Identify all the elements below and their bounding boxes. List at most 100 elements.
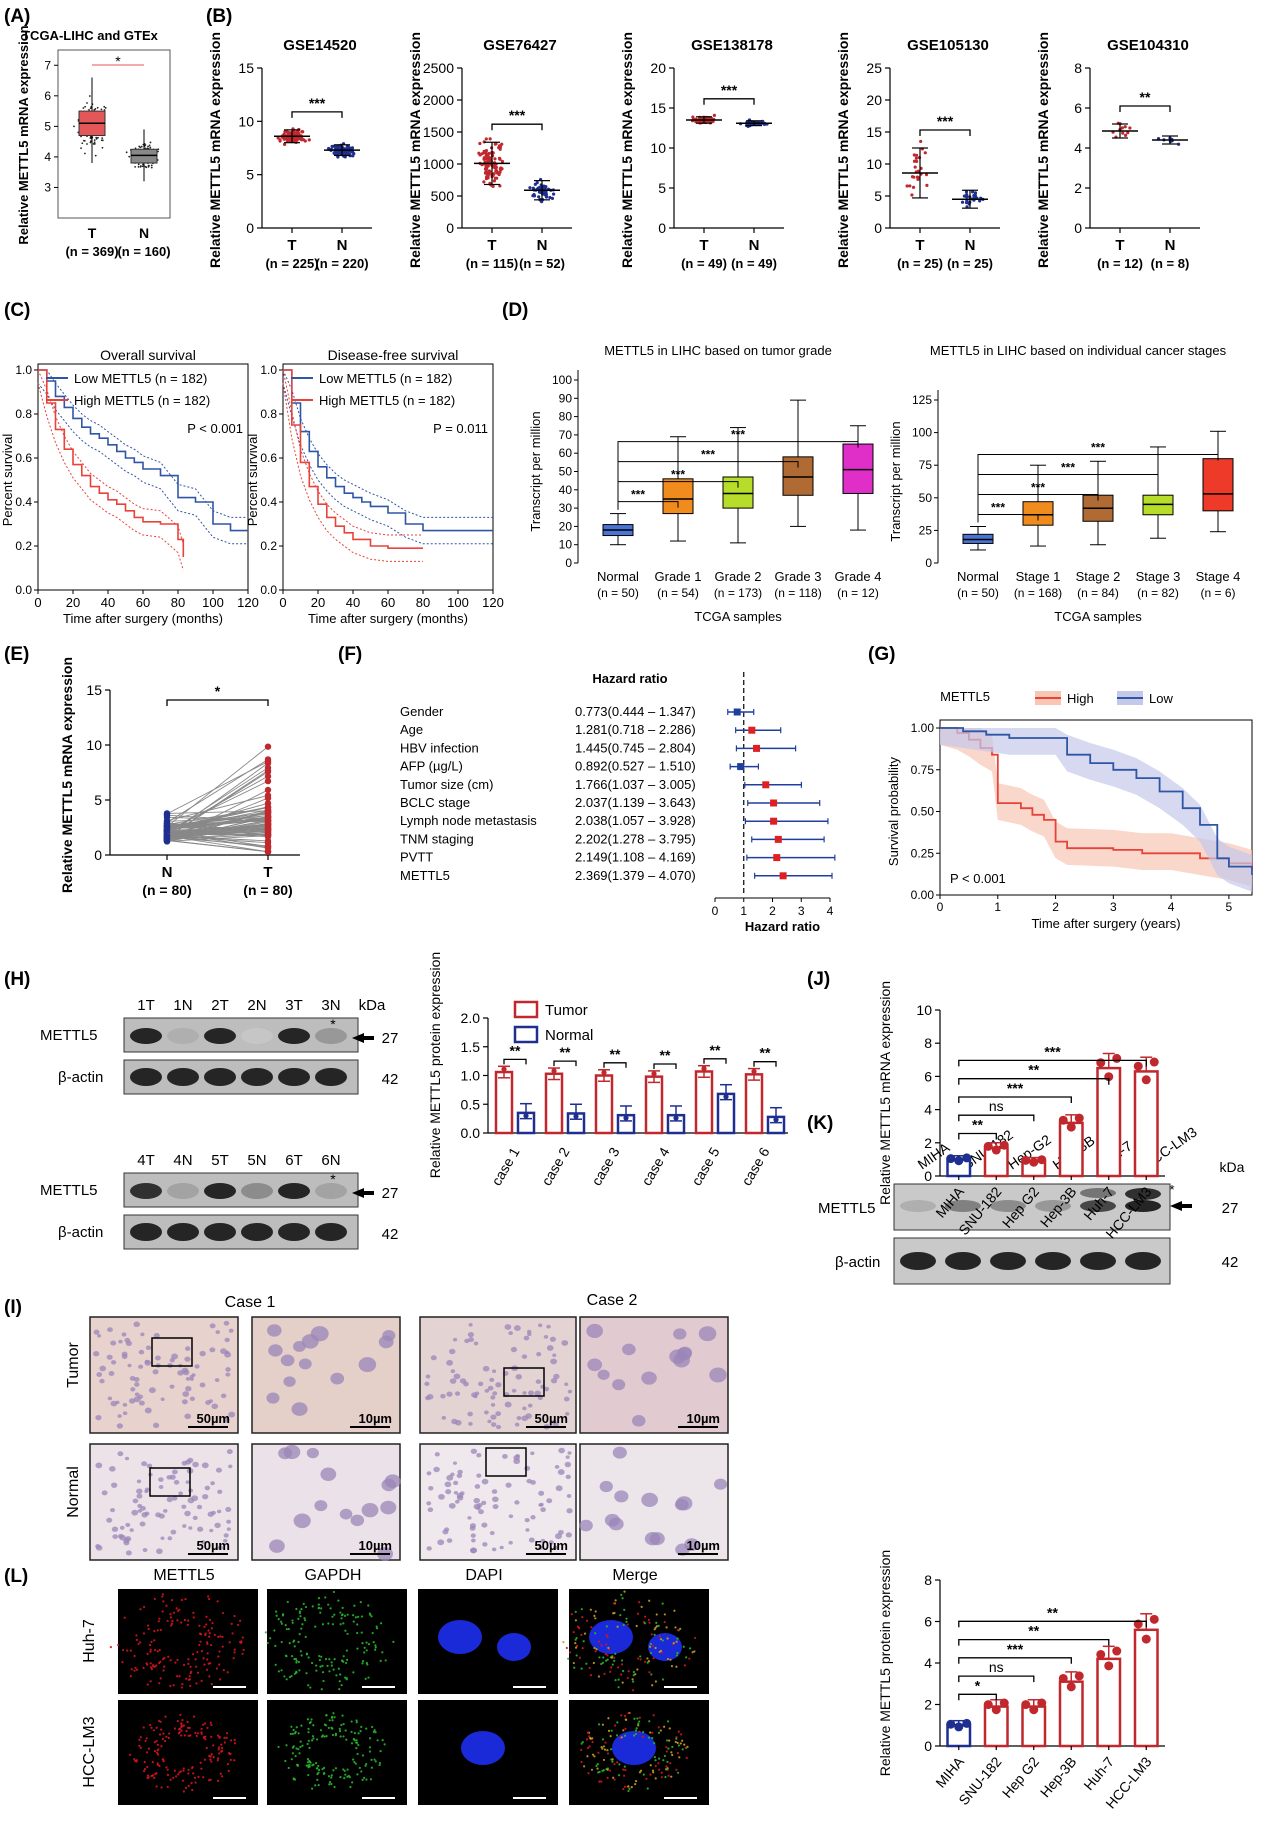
significance-bracket: [977, 454, 1219, 523]
blot-band: [241, 1068, 273, 1086]
x-category-label: N: [749, 237, 760, 254]
fluorescence-signal: [332, 1590, 336, 1594]
fluorescence-signal: [213, 1633, 216, 1636]
fluorescence-signal: [664, 1775, 667, 1779]
fluorescence-signal: [144, 1739, 147, 1742]
fluorescence-signal: [326, 1664, 329, 1667]
nucleus: [152, 1369, 159, 1375]
significance-label: ***: [1007, 1080, 1024, 1096]
nucleus: [134, 1382, 140, 1387]
data-point: [523, 1113, 529, 1119]
x-tick-label: 60: [136, 595, 150, 610]
fluorescence-signal: [342, 1768, 345, 1771]
plot-frame: [57, 49, 171, 219]
fluorescence-signal: [116, 1643, 120, 1647]
data-point: [551, 1068, 557, 1074]
fluorescence-signal: [204, 1738, 207, 1741]
fluorescence-signal: [601, 1738, 605, 1741]
fluorescence-signal: [209, 1643, 213, 1647]
nucleus: [473, 1497, 481, 1504]
fluorescence-signal: [139, 1746, 142, 1749]
forest-row-value: 2.369(1.379 – 4.070): [575, 868, 696, 883]
blot-band: [167, 1223, 199, 1241]
fluorescence-signal: [208, 1635, 211, 1638]
nucleus: [187, 1497, 195, 1504]
fluorescence-signal: [205, 1615, 208, 1618]
y-tick-label: 0: [1074, 220, 1082, 236]
nucleus: [123, 1540, 130, 1546]
y-tick-label: 0.0: [260, 583, 277, 597]
nucleus: [502, 1454, 508, 1459]
fluorescence-signal: [221, 1635, 224, 1639]
panel-label-F: (F): [338, 644, 362, 665]
fluorescence-signal: [665, 1746, 668, 1749]
survival-curve: [283, 369, 493, 532]
fluorescence-signal: [654, 1764, 657, 1768]
nucleus: [266, 1392, 280, 1404]
arrow-icon: [1170, 1201, 1192, 1211]
nucleus: [155, 1512, 162, 1518]
nucleus: [384, 1474, 401, 1489]
fluorescence-signal: [149, 1648, 152, 1651]
nucleus: [139, 1521, 146, 1527]
fluorescence-signal: [153, 1665, 156, 1668]
nucleus: [548, 1540, 554, 1545]
nucleus: [446, 1359, 454, 1366]
hazard-point: [753, 744, 761, 752]
nucleus: [225, 1506, 232, 1512]
blot-band: [278, 1068, 310, 1086]
data-point: [83, 140, 86, 142]
x-category-label: N: [337, 237, 348, 254]
significance-bracket: [958, 1693, 997, 1701]
fluorescence-signal: [149, 1680, 152, 1683]
hazard-point: [733, 708, 741, 716]
blot-band: [167, 1183, 199, 1199]
fluorescence-signal: [188, 1675, 191, 1678]
fluorescence-signal: [198, 1643, 201, 1647]
nucleus: [566, 1508, 573, 1514]
nucleus: [535, 1379, 542, 1384]
significance-bracket: [958, 1096, 1072, 1103]
significance-bracket: [617, 441, 859, 510]
nucleus: [136, 1479, 142, 1484]
data-point: [147, 164, 150, 167]
fluorescence-signal: [210, 1627, 213, 1630]
nucleus: [550, 1377, 558, 1384]
fluorescence-signal: [129, 1753, 132, 1756]
scale-label: 5µm: [220, 1780, 246, 1795]
data-point: [913, 165, 917, 169]
chart-title: METTL5 in LIHC based on individual cance…: [930, 343, 1227, 358]
fluorescence-signal: [613, 1656, 616, 1659]
fluorescence-signal: [637, 1724, 640, 1727]
fluorescence-signal: [651, 1684, 654, 1687]
bar: [544, 1072, 564, 1135]
legend-label: Low METTL5 (n = 182): [319, 371, 452, 386]
nucleus: [202, 1494, 209, 1500]
kda-label: kDa: [1220, 1159, 1245, 1175]
nucleus: [160, 1397, 165, 1401]
nucleus: [551, 1419, 557, 1424]
fluorescence-signal: [341, 1606, 344, 1610]
blot-band: [990, 1252, 1026, 1270]
data-point-normal: [163, 814, 171, 821]
y-tick-label: 125: [912, 393, 932, 407]
n-label: (n = 80): [142, 882, 191, 898]
blot-band: [167, 1028, 199, 1044]
scale-label: 10µm: [358, 1538, 392, 1553]
fluorescence-signal: [663, 1613, 666, 1616]
fluorescence-signal: [332, 1769, 335, 1772]
fluorescence-signal: [639, 1769, 643, 1772]
fluorescence-signal: [339, 1673, 342, 1676]
y-tick-label: 1.0: [15, 363, 32, 377]
data-point: [485, 163, 489, 167]
fluorescence-signal: [606, 1658, 609, 1661]
fluorescence-signal: [227, 1769, 230, 1773]
fluorescence-signal: [153, 1639, 156, 1642]
survival-curve: [38, 369, 185, 557]
fluorescence-signal: [607, 1729, 611, 1732]
nucleus: [293, 1513, 311, 1529]
fluorescence-signal: [299, 1650, 302, 1653]
fluorescence-signal: [129, 1649, 132, 1652]
data-point: [147, 145, 149, 148]
nucleus: [492, 1391, 498, 1396]
